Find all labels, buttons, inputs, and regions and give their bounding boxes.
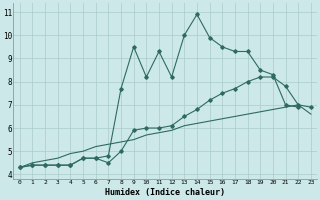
X-axis label: Humidex (Indice chaleur): Humidex (Indice chaleur): [105, 188, 225, 197]
